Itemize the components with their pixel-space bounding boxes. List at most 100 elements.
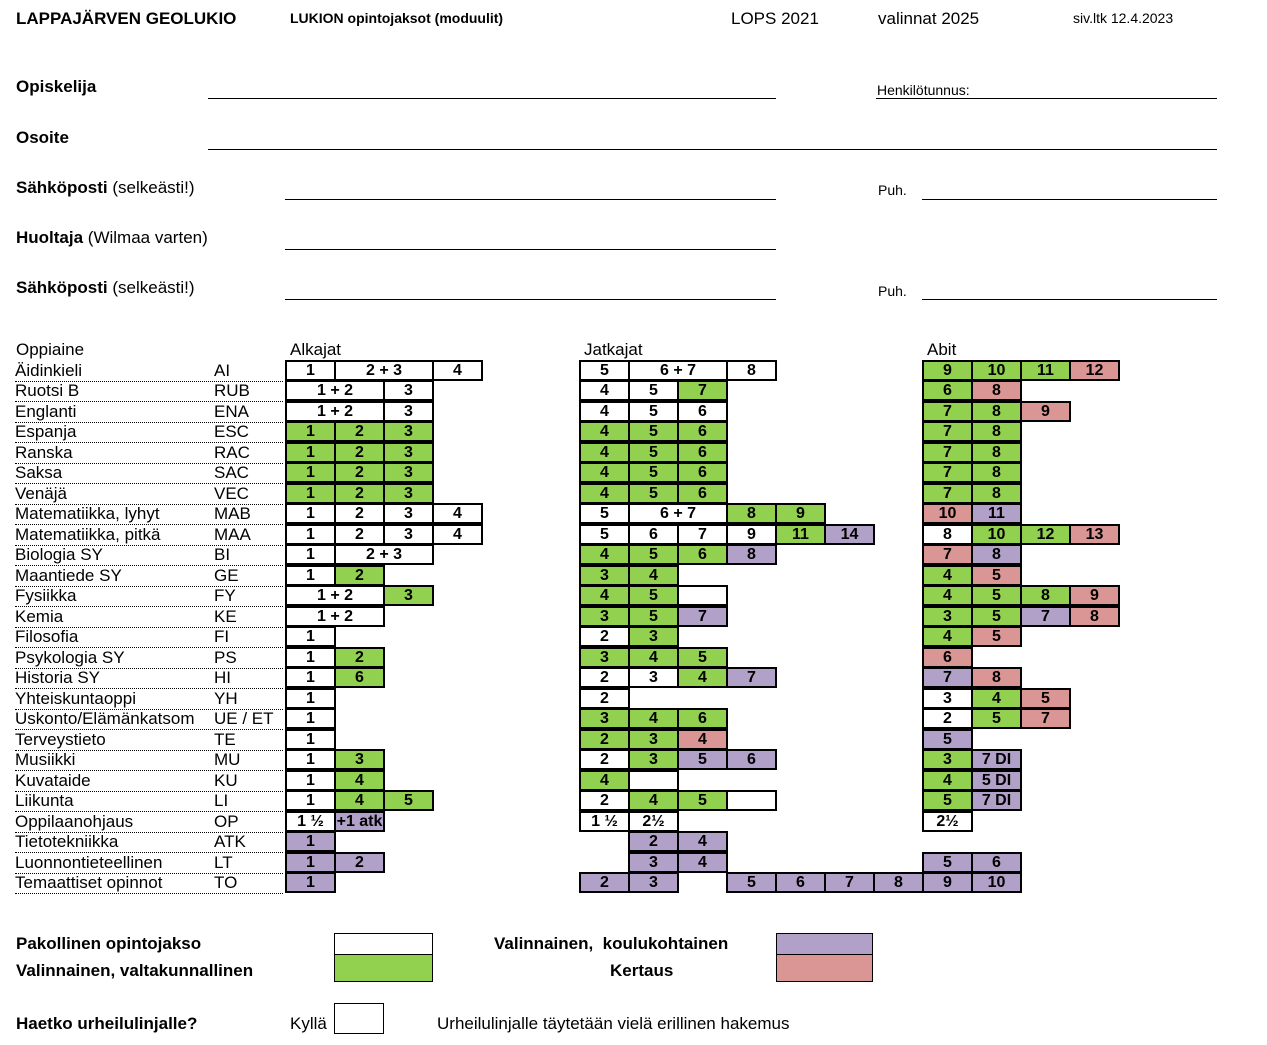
course-cell: 4	[579, 544, 630, 566]
course-cell: 2	[579, 790, 630, 812]
course-cell: 3	[383, 441, 434, 463]
course-cell: 5	[726, 872, 777, 893]
course-cell: 4	[677, 667, 728, 689]
course-cell: 1	[285, 687, 336, 709]
legend-swatch	[334, 933, 433, 955]
course-cell: 3	[383, 400, 434, 422]
course-cell: 2	[334, 421, 385, 443]
course-cell: 1	[285, 421, 336, 443]
date: siv.ltk 12.4.2023	[1073, 10, 1174, 26]
course-cell: 1	[285, 441, 336, 463]
course-cell: 8	[971, 421, 1022, 443]
course-cell: 6	[677, 400, 728, 422]
course-cell: 2	[334, 564, 385, 586]
course-cell: 10	[922, 503, 973, 525]
subject-row: Yhteiskuntaoppi YH	[15, 689, 283, 710]
school: LAPPAJÄRVEN GEOLUKIO	[16, 9, 237, 28]
subject-row: Temaattiset opinnot TO	[15, 873, 283, 894]
course-cell: 3	[383, 380, 434, 402]
subject: Espanja	[15, 422, 77, 442]
subject-row: Kuvataide KU	[15, 771, 283, 792]
course-cell: 6 + 7	[628, 503, 728, 525]
course-cell: 6	[677, 544, 728, 566]
course-cell: 8	[1020, 585, 1071, 607]
subject-code: MAB	[214, 504, 251, 524]
checkbox[interactable]	[334, 1003, 384, 1034]
course-cell: 2	[334, 646, 385, 668]
course-cell: 4	[432, 360, 483, 381]
course-cell: 2	[334, 851, 385, 873]
course-cell: 9	[775, 503, 826, 525]
course-cell: 10	[971, 360, 1022, 381]
course-cell: 5	[677, 790, 728, 812]
subject: Filosofia	[15, 627, 79, 647]
subject-row: Ranska RAC	[15, 443, 283, 464]
course-cell	[726, 790, 777, 812]
course-cell: 1	[285, 831, 336, 853]
course-cell: 3	[628, 851, 679, 873]
input-line[interactable]	[922, 299, 1217, 300]
course-cell: 3	[383, 421, 434, 443]
course-cell: 7	[922, 400, 973, 422]
course-cell: 4	[334, 790, 385, 812]
subject: Matematiikka, pitkä	[15, 524, 161, 544]
course-cell: 2½	[922, 810, 973, 832]
subject-code: FI	[214, 627, 230, 647]
input-line[interactable]	[922, 199, 1217, 200]
course-cell: 4	[971, 687, 1022, 709]
course-cell: 2	[579, 728, 630, 750]
subject-code: RAC	[214, 442, 250, 462]
subject: Ruotsi B	[15, 381, 80, 401]
input-line[interactable]	[876, 98, 1217, 99]
subject-row: Saksa SAC	[15, 463, 283, 485]
subject-code: FY	[214, 586, 236, 606]
course-cell: 6	[971, 851, 1022, 873]
subject-code: HI	[214, 668, 231, 688]
course-cell: 1	[285, 544, 336, 566]
subject-code: VEC	[214, 483, 249, 503]
table-header: Abit	[927, 340, 957, 359]
table-header: Jatkajat	[584, 340, 643, 359]
table-header: Alkajat	[290, 340, 342, 359]
course-cell: 11	[971, 503, 1022, 525]
input-line[interactable]	[285, 249, 776, 250]
field-note: (selkeästi!)	[112, 278, 195, 297]
question: Haetko urheilulinjalle?	[16, 1014, 198, 1033]
course-cell: 8	[726, 503, 777, 525]
course-cell: 2	[334, 503, 385, 525]
subject-code: KU	[214, 770, 238, 790]
course-cell: 6	[677, 421, 728, 443]
input-line[interactable]	[285, 199, 776, 200]
legend-swatch	[776, 954, 873, 982]
input-line[interactable]	[208, 149, 1217, 150]
course-cell: 4	[677, 831, 728, 853]
course-cell: 8	[971, 380, 1022, 402]
subject-code: OP	[214, 811, 239, 831]
subject-row: Terveystieto TE	[15, 730, 283, 751]
field-note: (selkeästi!)	[112, 178, 195, 197]
course-cell: 2	[334, 482, 385, 504]
note: Urheilulinjalle täytetään vielä erilline…	[437, 1014, 790, 1033]
course-cell: 9	[922, 872, 973, 893]
field-note: (Wilmaa varten)	[87, 228, 208, 247]
subject: Englanti	[15, 401, 77, 421]
input-line[interactable]	[285, 299, 776, 300]
subject: Oppilaanohjaus	[15, 811, 134, 831]
course-cell: 3	[383, 503, 434, 525]
course-cell: 5	[922, 728, 973, 750]
course-cell: 1 ½	[285, 810, 336, 832]
course-cell: 1	[285, 646, 336, 668]
course-cell: 1	[285, 769, 336, 791]
subject: Uskonto/Elämänkatsom	[15, 709, 195, 729]
subject-row: Venäjä VEC	[15, 484, 283, 505]
course-cell: 4	[579, 482, 630, 504]
field-row: Sähköposti (selkeästi!)	[16, 278, 195, 298]
course-cell: 5	[628, 605, 679, 627]
course-cell: 4	[628, 646, 679, 668]
input-line[interactable]	[208, 98, 776, 99]
course-cell: 3	[628, 667, 679, 689]
course-cell: 4	[579, 421, 630, 443]
legend-label: Kertaus	[610, 961, 674, 980]
course-cell: 8	[873, 872, 924, 893]
